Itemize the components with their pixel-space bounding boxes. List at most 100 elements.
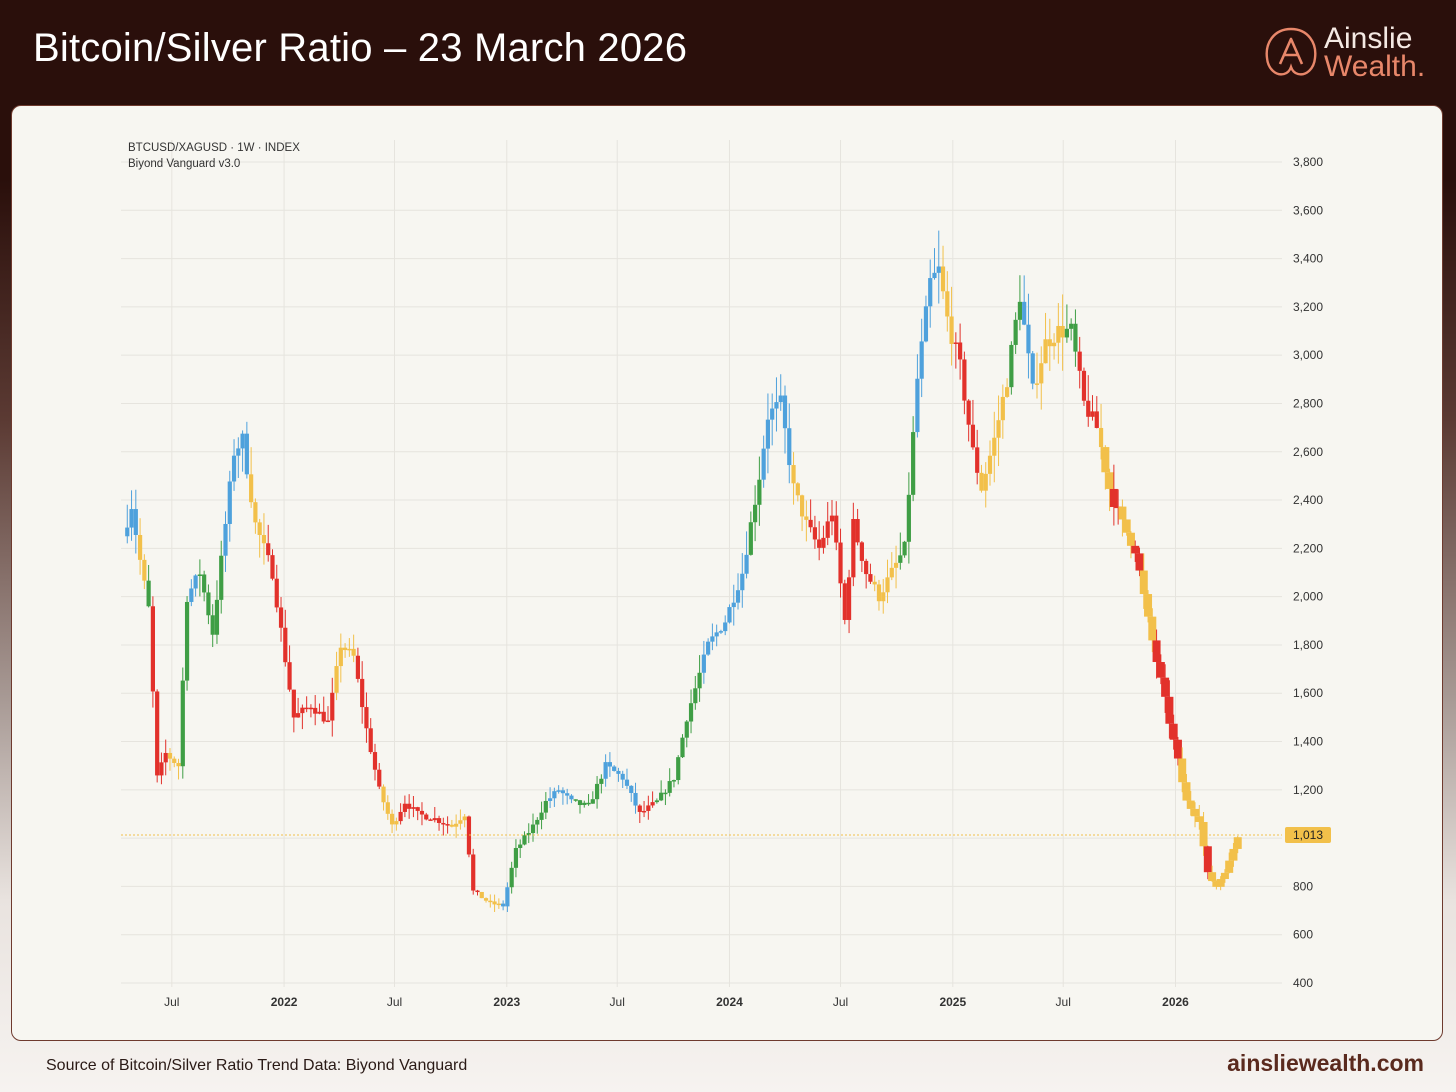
candle-body [1165, 696, 1174, 724]
candle-body [795, 483, 800, 496]
y-tick-label: 2,800 [1293, 396, 1323, 410]
candle-body [202, 574, 207, 593]
candle-body [624, 779, 630, 786]
last-price-badge [1285, 826, 1331, 843]
x-tick-label: 2022 [271, 995, 298, 1009]
candle-body [641, 810, 647, 813]
candle-body [189, 588, 194, 602]
candle-body [1122, 519, 1131, 533]
y-tick-label: 600 [1293, 928, 1313, 942]
candle-body [577, 800, 583, 806]
candle-body [398, 811, 403, 822]
candle-body [825, 521, 830, 538]
candle-body [868, 574, 873, 582]
candle-body [342, 647, 348, 651]
candle-body [325, 720, 331, 723]
candle-body [368, 728, 373, 753]
candle-body [449, 824, 454, 827]
candle-body [889, 567, 894, 578]
candle-body [351, 648, 356, 656]
candle-body [962, 359, 967, 401]
x-tick-label: 2025 [939, 995, 966, 1009]
candle-body [313, 707, 318, 714]
x-tick-label: Jul [610, 995, 625, 1009]
candle-body [1039, 363, 1044, 384]
candle-body [842, 583, 847, 620]
candle-body [1118, 506, 1127, 520]
candle-body [266, 543, 271, 556]
candle-body [1212, 881, 1221, 887]
candle-body [1109, 488, 1118, 508]
logo-mark-icon [1265, 27, 1317, 76]
candle-body [787, 428, 792, 466]
candle-body [1152, 640, 1161, 663]
candle-body [1043, 339, 1048, 364]
chart-symbol-label: BTCUSD/XAGUSD · 1W · INDEX [128, 142, 300, 154]
candle-body [283, 627, 288, 663]
candle-body [1161, 677, 1170, 697]
candle-body [774, 402, 779, 409]
candle-body [693, 688, 698, 704]
candle-body [898, 555, 903, 563]
candle-body [1156, 662, 1165, 678]
candle-body [1022, 301, 1027, 325]
candle-body [936, 266, 941, 273]
candle-body [821, 537, 826, 548]
candle-body [680, 737, 685, 758]
candle-body [945, 291, 950, 317]
candle-body [761, 448, 766, 480]
candle-body [1056, 325, 1061, 343]
y-tick-label: 800 [1293, 879, 1313, 893]
candle-body [133, 509, 138, 535]
candle-body [808, 519, 813, 528]
website-link[interactable]: ainsliewealth.com [1227, 1050, 1424, 1076]
y-tick-label: 1,200 [1293, 783, 1323, 797]
candle-body [791, 465, 796, 484]
candle-body [881, 592, 886, 602]
candle-body [1178, 758, 1187, 783]
candle-body [1004, 387, 1010, 397]
candle-body [992, 437, 997, 456]
y-tick-label: 400 [1293, 976, 1313, 990]
candle-body [1094, 411, 1099, 428]
candle-body [518, 844, 523, 848]
candle-body [415, 807, 420, 811]
candle-body [394, 821, 399, 825]
candle-body [923, 306, 929, 342]
candle-body [744, 554, 749, 574]
candle-body [530, 824, 536, 834]
candle-body [804, 516, 809, 520]
candle-body [590, 799, 595, 804]
candle-body [855, 519, 860, 543]
candle-body [919, 341, 924, 379]
candle-body [1105, 472, 1114, 489]
candle-body [765, 419, 771, 449]
candle-body [1101, 447, 1110, 473]
candle-body [317, 711, 322, 714]
candle-body [723, 622, 728, 632]
candle-body [1139, 570, 1148, 595]
candle-body [718, 631, 724, 633]
x-tick-label: 2026 [1162, 995, 1189, 1009]
candle-body [330, 692, 335, 721]
candle-body [509, 867, 514, 888]
candle-body [300, 707, 305, 714]
candle-body [697, 672, 702, 689]
candle-body [1098, 427, 1104, 448]
candle-body [646, 805, 651, 811]
candle-body [501, 903, 506, 907]
candle-body [385, 802, 390, 814]
candle-body [334, 666, 339, 693]
candle-body [731, 602, 736, 608]
brand-logo: Ainslie Wealth. [1262, 22, 1432, 83]
candle-body [291, 689, 296, 718]
candle-body [885, 577, 890, 593]
y-tick-label: 3,800 [1293, 155, 1323, 169]
candle-body [475, 890, 480, 893]
candle-body [851, 519, 856, 578]
candle-body [556, 790, 561, 792]
x-tick-label: 2023 [493, 995, 520, 1009]
candle-body [966, 400, 971, 425]
candle-body [753, 504, 758, 523]
y-tick-label: 3,200 [1293, 300, 1323, 314]
